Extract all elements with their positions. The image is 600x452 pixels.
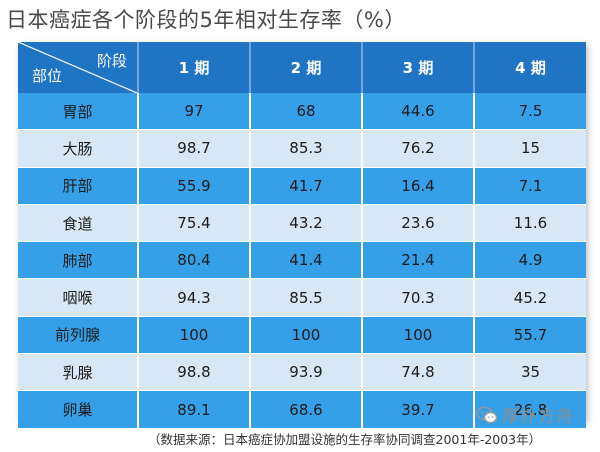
value-cell: 55.7 [474,316,586,354]
value-cell: 26.8 [474,390,586,429]
value-cell: 39.7 [362,390,475,429]
value-cell: 41.4 [250,241,363,279]
column-header: 4 期 [474,42,586,93]
value-cell: 55.9 [138,167,251,205]
site-cell: 乳腺 [18,353,139,391]
value-cell: 98.7 [138,129,251,168]
value-cell: 98.8 [138,353,251,391]
corner-stage-label: 阶段 [96,52,127,70]
corner-header-cell: 阶段 部位 [18,42,139,93]
value-cell: 70.3 [362,278,475,317]
value-cell: 100 [362,316,475,354]
site-cell: 肝部 [18,167,139,205]
site-cell: 食道 [18,204,139,242]
source-note: （数据来源：日本癌症协加盟设施的生存率协同调查2001年-2003年） [148,432,542,447]
value-cell: 85.5 [250,278,363,317]
site-cell: 前列腺 [18,316,139,354]
value-cell: 16.4 [362,167,475,205]
column-header: 1 期 [138,42,251,93]
corner-part-label: 部位 [32,67,63,85]
value-cell: 80.4 [138,241,251,279]
value-cell: 100 [138,316,251,354]
table-row: 肺部 80.4 41.4 21.4 4.9 [18,241,586,279]
site-cell: 大肠 [18,129,139,168]
value-cell: 43.2 [250,204,363,242]
site-cell: 胃部 [18,93,139,130]
value-cell: 4.9 [474,241,586,279]
diagonal-divider [18,42,136,93]
site-cell: 卵巢 [18,390,139,429]
site-cell: 咽喉 [18,278,139,317]
value-cell: 68 [250,93,363,130]
column-header: 3 期 [362,42,475,93]
value-cell: 41.7 [250,167,363,205]
value-cell: 74.8 [362,353,475,391]
page-title: 日本癌症各个阶段的5年相对生存率（%） [6,8,406,32]
wechat-icon [476,406,498,423]
watermark: 厚朴方舟 [476,402,574,427]
value-cell: 93.9 [250,353,363,391]
table-row: 前列腺 100 100 100 55.7 [18,316,586,354]
value-cell: 68.6 [250,390,363,429]
value-cell: 11.6 [474,204,586,242]
table-row: 咽喉 94.3 85.5 70.3 45.2 [18,278,586,317]
value-cell: 15 [474,129,586,168]
site-cell: 肺部 [18,241,139,279]
table-row: 卵巢 89.1 68.6 39.7 26.8 [18,390,586,429]
value-cell: 89.1 [138,390,251,429]
table-row: 大肠 98.7 85.3 76.2 15 [18,129,586,168]
value-cell: 7.5 [474,93,586,130]
table-row: 肝部 55.9 41.7 16.4 7.1 [18,167,586,205]
value-cell: 45.2 [474,278,586,317]
value-cell: 7.1 [474,167,586,205]
value-cell: 21.4 [362,241,475,279]
value-cell: 76.2 [362,129,475,168]
table-row: 食道 75.4 43.2 23.6 11.6 [18,204,586,242]
table-row: 胃部 97 68 44.6 7.5 [18,93,586,130]
watermark-text: 厚朴方舟 [502,407,574,427]
value-cell: 97 [138,93,251,130]
table-row: 乳腺 98.8 93.9 74.8 35 [18,353,586,391]
value-cell: 75.4 [138,204,251,242]
column-header: 2 期 [250,42,363,93]
value-cell: 44.6 [362,93,475,130]
survival-rate-table: 阶段 部位 1 期 2 期 3 期 4 期 胃部 97 68 44.6 7.5 … [18,42,586,429]
value-cell: 85.3 [250,129,363,168]
value-cell: 35 [474,353,586,391]
value-cell: 100 [250,316,363,354]
value-cell: 23.6 [362,204,475,242]
survival-table-container: 阶段 部位 1 期 2 期 3 期 4 期 胃部 97 68 44.6 7.5 … [18,42,586,429]
value-cell: 94.3 [138,278,251,317]
table-header-row: 阶段 部位 1 期 2 期 3 期 4 期 [18,42,586,93]
